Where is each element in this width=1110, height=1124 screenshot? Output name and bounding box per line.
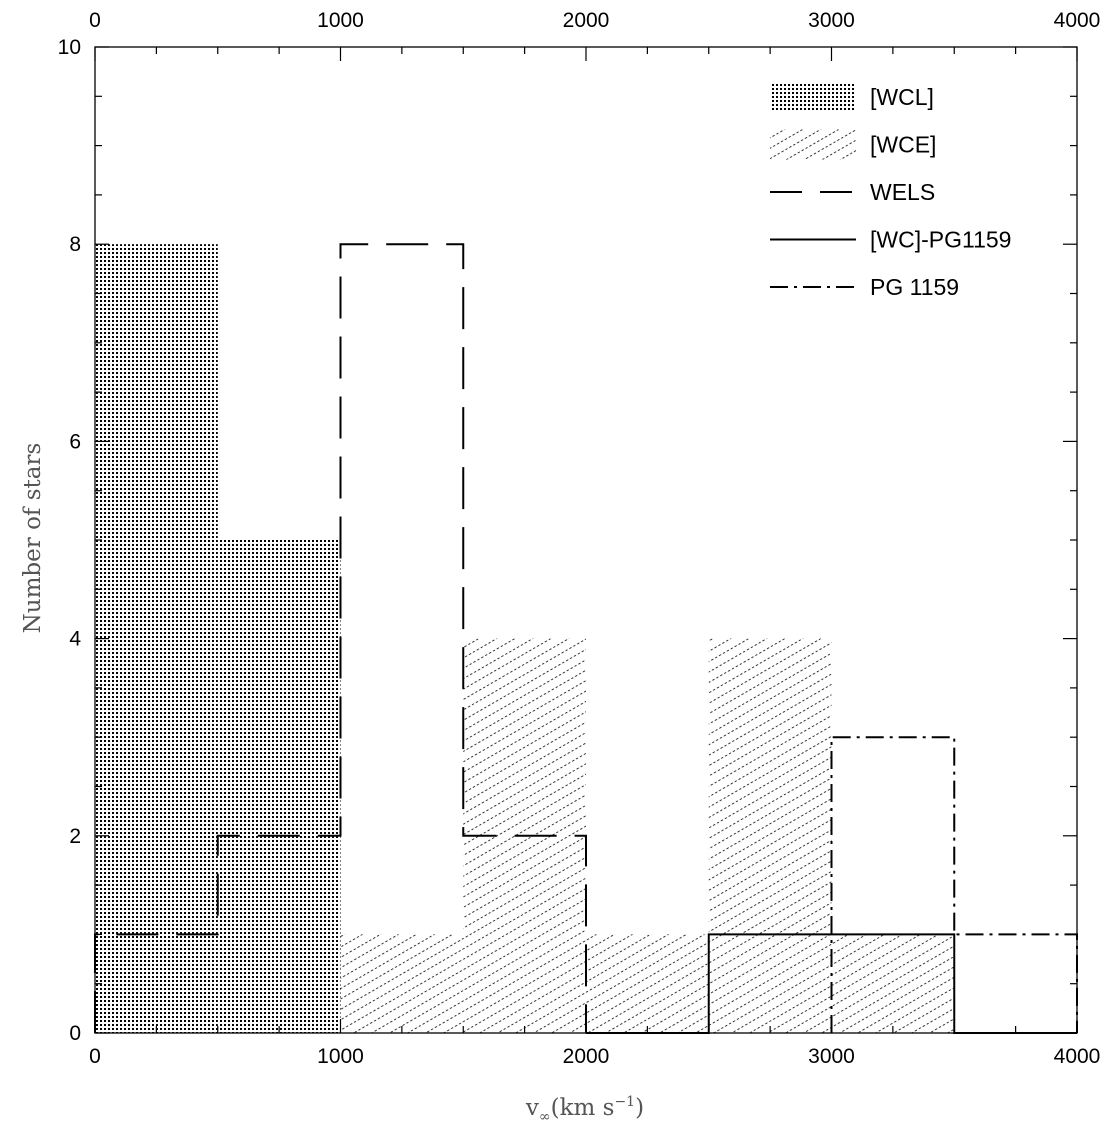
y-tick-label: 2 bbox=[69, 825, 81, 848]
y-tick-label: 6 bbox=[69, 430, 81, 453]
x-tick-label-top: 0 bbox=[89, 9, 101, 32]
y-tick-label: 4 bbox=[69, 628, 81, 651]
x-tick-label-top: 3000 bbox=[808, 9, 855, 32]
bar-wce-5 bbox=[831, 934, 955, 1033]
bar-wce-1 bbox=[340, 934, 464, 1033]
x-tick-label-bottom: 2000 bbox=[563, 1045, 610, 1068]
x-tick-label-top: 2000 bbox=[563, 9, 610, 32]
x-tick-label-top: 4000 bbox=[1054, 9, 1101, 32]
bar-wcl-2 bbox=[217, 540, 341, 1033]
x-tick-label-top: 1000 bbox=[317, 9, 364, 32]
legend-label-wc-pg1159: [WC]-PG1159 bbox=[870, 227, 1011, 253]
x-title-subscript: ∞ bbox=[539, 1109, 551, 1124]
tick-labels: 0010001000200020003000300040004000024681… bbox=[58, 9, 1101, 1068]
series-line-wels bbox=[94, 243, 587, 1033]
x-tick-label-bottom: 1000 bbox=[317, 1045, 364, 1068]
series-line-pg-1159 bbox=[830, 736, 1078, 1033]
bar-wce-3 bbox=[586, 934, 709, 1033]
bar-wcl-1 bbox=[95, 244, 218, 1033]
tick-marks bbox=[94, 46, 1078, 1034]
x-axis-title: v∞(km s−1) bbox=[525, 1094, 644, 1124]
legend-label-wels: WELS bbox=[870, 179, 935, 205]
legend-label-wce: [WCE] bbox=[870, 132, 936, 158]
x-tick-label-bottom: 3000 bbox=[808, 1045, 855, 1068]
legend-swatch-wcl bbox=[770, 82, 856, 112]
legend-label-pg-1159: PG 1159 bbox=[870, 274, 959, 300]
legend: [WCL] [WCE] WELS [WC]-PG1159 PG 1159 bbox=[770, 82, 1011, 300]
y-tick-label: 10 bbox=[58, 36, 81, 59]
y-tick-label: 0 bbox=[69, 1022, 81, 1045]
y-tick-label: 8 bbox=[69, 233, 81, 256]
legend-label-wcl: [WCL] bbox=[870, 84, 934, 110]
x-title-units: (km s bbox=[551, 1095, 615, 1121]
x-title-superscript: −1 bbox=[614, 1094, 635, 1110]
filled-histograms bbox=[95, 244, 955, 1033]
x-tick-label-bottom: 4000 bbox=[1054, 1045, 1101, 1068]
legend-swatch-wce bbox=[770, 129, 856, 160]
x-tick-label-bottom: 0 bbox=[89, 1045, 101, 1068]
y-axis-title: Number of stars bbox=[20, 443, 46, 634]
x-title-symbol: v bbox=[525, 1095, 539, 1121]
x-title-close: ) bbox=[635, 1095, 644, 1121]
bar-wce-4 bbox=[708, 638, 832, 1033]
